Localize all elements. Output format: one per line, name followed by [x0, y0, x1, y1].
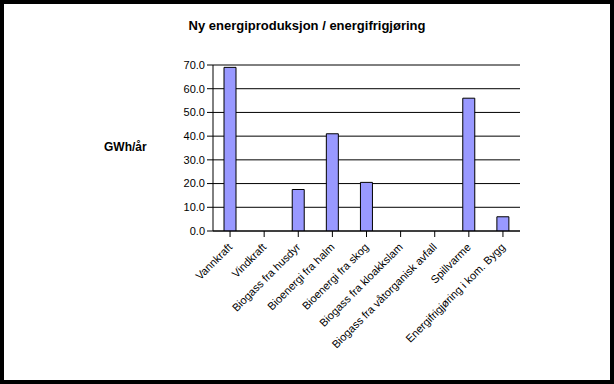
svg-text:Bioenergi fra skog: Bioenergi fra skog: [299, 240, 371, 312]
svg-text:Biogass fra kloakkslam: Biogass fra kloakkslam: [316, 240, 405, 329]
svg-text:60.0: 60.0: [184, 83, 205, 95]
svg-text:Vannkraft: Vannkraft: [193, 241, 234, 282]
svg-text:Energifrigjøring i kom. Bygg: Energifrigjøring i kom. Bygg: [403, 241, 507, 345]
svg-text:Biogass fra våtorganisk avfall: Biogass fra våtorganisk avfall: [329, 241, 439, 351]
svg-text:Spillvarme: Spillvarme: [428, 240, 474, 286]
svg-text:50.0: 50.0: [184, 106, 205, 118]
svg-text:Biogass fra husdyr: Biogass fra husdyr: [229, 240, 303, 314]
svg-text:Bioenergi fra halm: Bioenergi fra halm: [265, 240, 337, 313]
html-text:GWh/år: GWh/år: [104, 140, 147, 154]
svg-text:Vindkraft: Vindkraft: [229, 240, 269, 280]
svg-text:40.0: 40.0: [184, 130, 205, 142]
svg-text:20.0: 20.0: [184, 177, 205, 189]
svg-text:0.0: 0.0: [190, 225, 205, 237]
svg-text:10.0: 10.0: [184, 201, 205, 213]
svg-text:70.0: 70.0: [184, 59, 205, 71]
svg-text:30.0: 30.0: [184, 154, 205, 166]
html-text:Ny energiproduksjon / energifr: Ny energiproduksjon / energifrigjøring: [188, 18, 426, 33]
